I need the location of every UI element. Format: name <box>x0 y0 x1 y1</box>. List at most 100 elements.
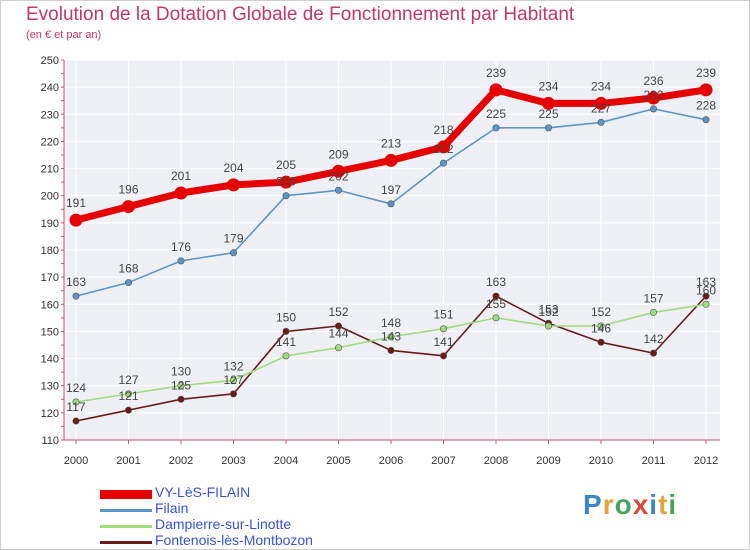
point-s0-9 <box>542 96 555 110</box>
point-s3-6 <box>387 346 395 354</box>
y-tick-label-230: 230 <box>41 109 59 121</box>
data-label-s3-1: 121 <box>118 389 138 403</box>
data-label-s0-4: 205 <box>276 158 296 172</box>
data-label-s0-3: 204 <box>223 161 243 175</box>
data-label-s0-6: 213 <box>381 136 401 150</box>
y-tick-label-140: 140 <box>41 354 59 366</box>
legend-item-dampierre: Dampierre-sur-Linotte <box>100 516 440 534</box>
point-s3-4 <box>282 327 290 335</box>
legend-swatch-dampierre <box>100 525 152 528</box>
point-s0-2 <box>174 186 188 200</box>
data-label-s1-5: 202 <box>328 169 348 183</box>
data-label-s1-2: 176 <box>171 240 191 254</box>
y-tick-label-110: 110 <box>41 435 59 447</box>
data-label-s1-8: 225 <box>486 107 506 121</box>
point-s2-9 <box>544 322 552 330</box>
y-tick-label-210: 210 <box>41 164 59 176</box>
point-s3-11 <box>649 349 657 357</box>
legend: VY-LèS-FILAIN Filain Dampierre-sur-Linot… <box>100 484 440 550</box>
legend-label-vy-les-filain: VY-LèS-FILAIN <box>155 484 251 500</box>
point-s2-6 <box>387 333 395 341</box>
y-tick-label-170: 170 <box>41 272 59 284</box>
data-label-s2-0: 124 <box>66 381 86 395</box>
legend-swatch-filain <box>100 509 152 512</box>
point-s0-7 <box>437 140 450 154</box>
y-tick-label-180: 180 <box>41 245 59 257</box>
y-tick-label-190: 190 <box>41 218 59 230</box>
point-s1-0 <box>72 292 80 300</box>
point-s1-5 <box>334 186 342 194</box>
point-s1-12 <box>702 116 710 124</box>
data-label-s3-10: 146 <box>591 321 611 335</box>
point-s1-11 <box>649 105 657 113</box>
data-label-s1-1: 168 <box>118 262 138 276</box>
point-s3-7 <box>439 352 447 360</box>
point-s1-7 <box>439 159 447 167</box>
point-s3-12 <box>702 292 710 300</box>
x-tick-label-2004: 2004 <box>274 455 298 467</box>
point-s0-8 <box>489 83 503 97</box>
data-label-s3-0: 117 <box>66 400 85 414</box>
data-label-s0-10: 234 <box>591 79 611 93</box>
point-s2-2 <box>177 382 185 390</box>
point-s2-8 <box>492 314 500 322</box>
data-label-s0-5: 209 <box>328 147 348 161</box>
chart-title: Evolution de la Dotation Globale de Fonc… <box>26 4 575 25</box>
x-tick-label-2002: 2002 <box>169 455 193 467</box>
x-tick-label-2007: 2007 <box>431 455 455 467</box>
y-tick-label-220: 220 <box>41 136 59 148</box>
chart-subtitle: (en € et par an) <box>26 29 102 41</box>
point-s3-0 <box>72 417 80 425</box>
data-label-s0-8: 239 <box>486 66 506 80</box>
data-label-s1-9: 225 <box>538 107 558 121</box>
point-s0-1 <box>122 200 135 214</box>
y-tick-label-160: 160 <box>41 299 59 311</box>
x-tick-label-2000: 2000 <box>64 455 88 467</box>
point-s2-7 <box>439 325 447 333</box>
data-label-s2-6: 148 <box>381 316 401 330</box>
point-s3-2 <box>177 395 185 403</box>
data-label-s1-4: 200 <box>276 175 296 189</box>
point-s2-1 <box>125 390 133 398</box>
y-tick-label-120: 120 <box>41 408 59 420</box>
legend-label-dampierre: Dampierre-sur-Linotte <box>155 516 292 532</box>
data-label-s2-2: 130 <box>171 365 191 379</box>
point-s0-11 <box>647 91 660 105</box>
y-tick-label-130: 130 <box>41 381 59 393</box>
data-label-s1-6: 197 <box>381 183 401 197</box>
data-label-s2-8: 155 <box>486 297 506 311</box>
data-label-s2-1: 127 <box>118 373 138 387</box>
point-s2-12 <box>702 300 710 308</box>
point-s0-4 <box>279 175 293 189</box>
legend-item-fontenois: Fontenois-lès-Montbozon <box>100 532 440 550</box>
data-label-s3-9: 153 <box>538 302 558 316</box>
data-label-s3-12: 163 <box>696 275 716 289</box>
point-s3-3 <box>230 390 238 398</box>
data-label-s2-11: 157 <box>643 291 663 305</box>
y-tick-label-200: 200 <box>41 191 59 203</box>
data-label-s1-7: 212 <box>433 142 453 156</box>
x-tick-label-2001: 2001 <box>116 455 140 467</box>
y-tick-label-150: 150 <box>41 326 59 338</box>
point-s2-4 <box>282 352 290 360</box>
point-s1-2 <box>177 257 185 265</box>
point-s0-12 <box>699 83 713 97</box>
x-tick-label-2003: 2003 <box>221 455 245 467</box>
data-label-s0-0: 191 <box>66 196 86 210</box>
data-label-s0-9: 234 <box>538 79 558 93</box>
x-tick-label-2008: 2008 <box>484 455 508 467</box>
point-s3-10 <box>597 338 605 346</box>
data-label-s3-5: 152 <box>328 305 348 319</box>
legend-label-fontenois: Fontenois-lès-Montbozon <box>155 532 313 548</box>
data-label-s2-3: 132 <box>223 359 243 373</box>
point-s1-4 <box>282 192 290 200</box>
x-tick-label-2010: 2010 <box>589 455 613 467</box>
data-label-s3-2: 125 <box>171 378 191 392</box>
data-label-s0-12: 239 <box>696 66 716 80</box>
legend-item-filain: Filain <box>100 500 440 518</box>
data-label-s2-7: 151 <box>433 308 453 322</box>
point-s1-10 <box>597 118 605 126</box>
x-tick-label-2011: 2011 <box>642 455 666 467</box>
data-label-s2-10: 152 <box>591 305 611 319</box>
